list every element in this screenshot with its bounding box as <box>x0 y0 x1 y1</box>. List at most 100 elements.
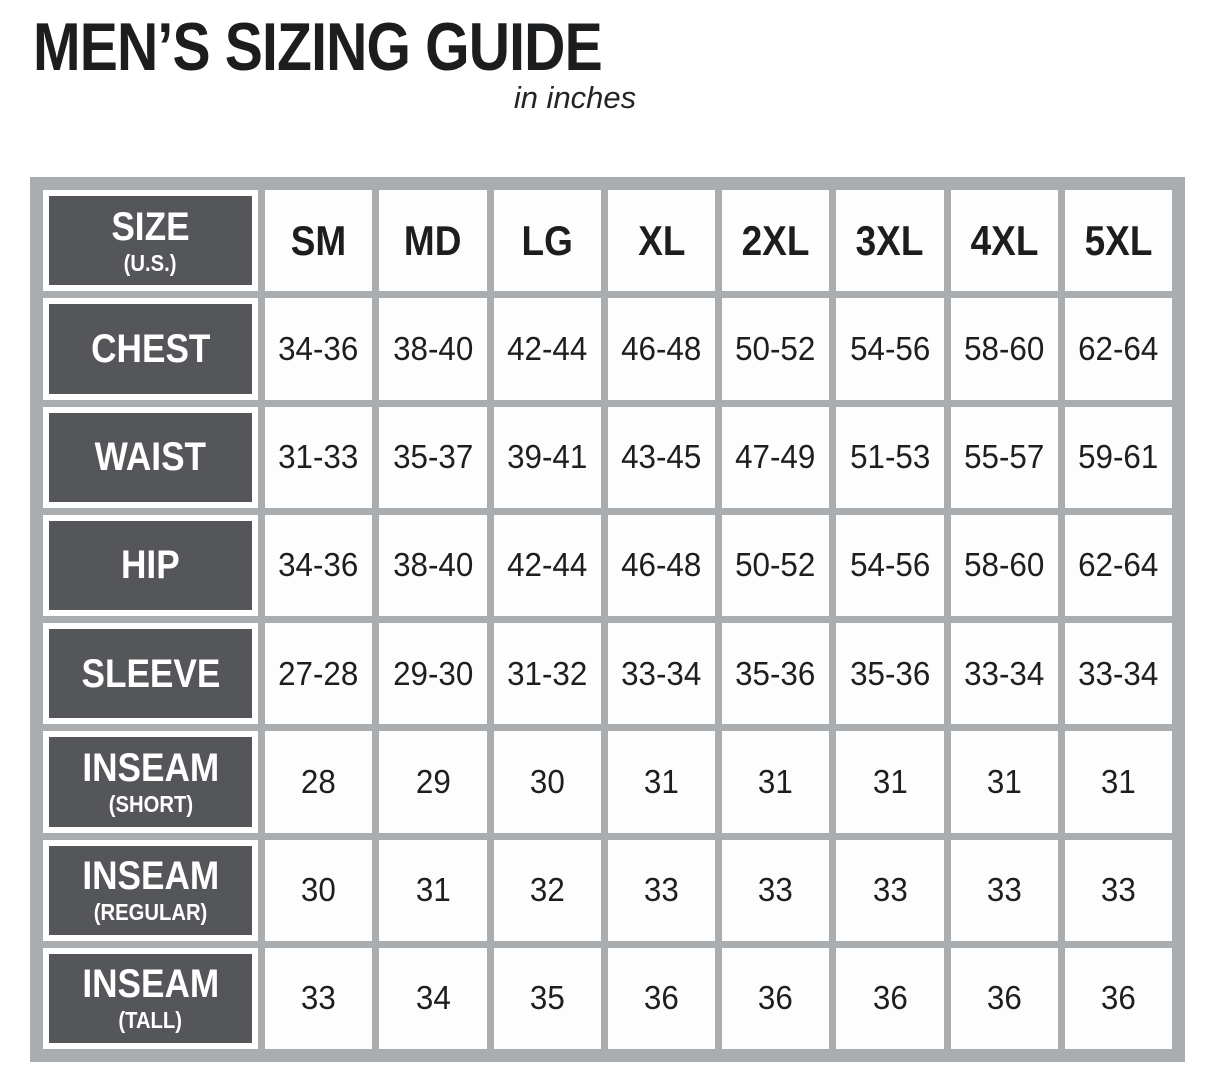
row-label-chest: CHEST <box>43 298 258 400</box>
column-header-2xl: 2XL <box>722 190 830 292</box>
cell-hip-5xl: 62-64 <box>1064 514 1172 616</box>
column-header-3xl: 3XL <box>836 190 944 292</box>
cell-value: 33-34 <box>621 654 702 692</box>
row-label-inseam-tall-text: INSEAM <box>82 962 219 1007</box>
cell-value: 55-57 <box>964 438 1045 476</box>
cell-value: 35 <box>529 979 565 1017</box>
cell-value: 33 <box>758 871 794 909</box>
cell-sleeve-sm: 27-28 <box>265 623 373 725</box>
cell-inseam-regular-3xl: 33 <box>836 839 944 941</box>
cell-hip-4xl: 58-60 <box>950 514 1058 616</box>
cell-value: 39-41 <box>507 438 588 476</box>
column-header-label: 5XL <box>1084 216 1153 264</box>
row-label-inseam-regular: INSEAM (REGULAR) <box>43 839 258 941</box>
cell-chest-5xl: 62-64 <box>1064 298 1172 400</box>
cell-sleeve-2xl: 35-36 <box>722 623 830 725</box>
row-label-waist: WAIST <box>43 406 258 508</box>
cell-value: 58-60 <box>964 546 1045 584</box>
cell-value: 47-49 <box>735 438 816 476</box>
row-label-inseam-regular-subtext: (REGULAR) <box>93 899 208 926</box>
cell-hip-sm: 34-36 <box>265 514 373 616</box>
cell-chest-3xl: 54-56 <box>836 298 944 400</box>
cell-inseam-short-2xl: 31 <box>722 731 830 833</box>
cell-value: 51-53 <box>849 438 930 476</box>
column-header-label: 2XL <box>741 216 810 264</box>
cell-value: 36 <box>643 979 679 1017</box>
cell-inseam-regular-2xl: 33 <box>722 839 830 941</box>
cell-hip-3xl: 54-56 <box>836 514 944 616</box>
cell-sleeve-xl: 33-34 <box>607 623 715 725</box>
column-header-label: 4XL <box>970 216 1039 264</box>
column-header-label: 3XL <box>855 216 924 264</box>
cell-waist-md: 35-37 <box>379 406 487 508</box>
cell-value: 42-44 <box>507 329 588 367</box>
row-label-inseam-regular-text: INSEAM <box>82 854 219 899</box>
cell-inseam-regular-sm: 30 <box>265 839 373 941</box>
cell-chest-md: 38-40 <box>379 298 487 400</box>
cell-inseam-short-lg: 30 <box>493 731 601 833</box>
cell-chest-sm: 34-36 <box>265 298 373 400</box>
page-title: MEN’S SIZING GUIDE <box>33 9 603 85</box>
cell-waist-4xl: 55-57 <box>950 406 1058 508</box>
row-label-inseam-tall: INSEAM (TALL) <box>43 947 258 1049</box>
cell-value: 33 <box>1100 871 1136 909</box>
cell-value: 62-64 <box>1078 546 1159 584</box>
cell-value: 29 <box>415 762 451 800</box>
column-header-xl: XL <box>607 190 715 292</box>
cell-waist-2xl: 47-49 <box>722 406 830 508</box>
cell-inseam-tall-sm: 33 <box>265 947 373 1049</box>
cell-sleeve-lg: 31-32 <box>493 623 601 725</box>
row-label-inseam-tall-subtext: (TALL) <box>118 1007 183 1034</box>
column-header-5xl: 5XL <box>1064 190 1172 292</box>
cell-chest-xl: 46-48 <box>607 298 715 400</box>
row-label-inseam-regular-box: INSEAM (REGULAR) <box>49 845 252 935</box>
cell-hip-xl: 46-48 <box>607 514 715 616</box>
cell-inseam-short-sm: 28 <box>265 731 373 833</box>
cell-value: 42-44 <box>507 546 588 584</box>
header-size-label-text: SIZE <box>111 204 190 249</box>
cell-inseam-regular-4xl: 33 <box>950 839 1058 941</box>
cell-inseam-regular-lg: 32 <box>493 839 601 941</box>
column-header-md: MD <box>379 190 487 292</box>
cell-value: 31 <box>872 762 908 800</box>
sizing-table-frame: SIZE (U.S.) SM MD LG XL 2XL 3XL 4XL 5XL CHEST 34-36… <box>30 177 1185 1062</box>
row-label-hip-box: HIP <box>49 520 252 610</box>
cell-value: 30 <box>529 762 565 800</box>
cell-value: 31-33 <box>278 438 359 476</box>
cell-value: 54-56 <box>849 329 930 367</box>
cell-inseam-regular-xl: 33 <box>607 839 715 941</box>
row-label-hip: HIP <box>43 514 258 616</box>
cell-value: 31 <box>1100 762 1136 800</box>
cell-value: 32 <box>529 871 565 909</box>
cell-value: 43-45 <box>621 438 702 476</box>
cell-value: 46-48 <box>621 546 702 584</box>
cell-value: 33-34 <box>964 654 1045 692</box>
column-header-label: LG <box>521 216 573 264</box>
cell-value: 62-64 <box>1078 329 1159 367</box>
header-size-label-box: SIZE (U.S.) <box>49 196 252 286</box>
page-subtitle: in inches <box>513 80 637 115</box>
cell-sleeve-4xl: 33-34 <box>950 623 1058 725</box>
column-header-4xl: 4XL <box>950 190 1058 292</box>
row-label-waist-text: WAIST <box>94 435 207 480</box>
row-label-inseam-short-box: INSEAM (SHORT) <box>49 737 252 827</box>
cell-value: 38-40 <box>392 546 473 584</box>
cell-value: 31 <box>758 762 794 800</box>
cell-inseam-short-md: 29 <box>379 731 487 833</box>
cell-waist-sm: 31-33 <box>265 406 373 508</box>
column-header-label: SM <box>290 216 347 264</box>
cell-sleeve-5xl: 33-34 <box>1064 623 1172 725</box>
cell-inseam-regular-5xl: 33 <box>1064 839 1172 941</box>
cell-value: 36 <box>872 979 908 1017</box>
cell-value: 50-52 <box>735 546 816 584</box>
header-size-label-subtext: (U.S.) <box>124 249 177 276</box>
cell-chest-lg: 42-44 <box>493 298 601 400</box>
cell-hip-lg: 42-44 <box>493 514 601 616</box>
cell-inseam-tall-3xl: 36 <box>836 947 944 1049</box>
cell-inseam-tall-md: 34 <box>379 947 487 1049</box>
cell-value: 35-37 <box>392 438 473 476</box>
cell-value: 33 <box>301 979 337 1017</box>
cell-value: 33 <box>986 871 1022 909</box>
cell-inseam-short-xl: 31 <box>607 731 715 833</box>
cell-value: 31 <box>643 762 679 800</box>
